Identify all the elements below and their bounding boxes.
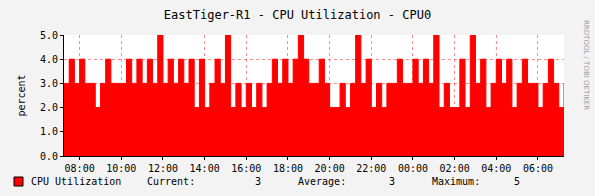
svg-text:Current:: Current: — [147, 176, 195, 187]
svg-text:RRDTOOL / TOBI OETIKER: RRDTOOL / TOBI OETIKER — [582, 20, 590, 110]
svg-text:CPU Utilization: CPU Utilization — [31, 176, 121, 187]
svg-text:04:00: 04:00 — [481, 163, 511, 174]
svg-text:14:00: 14:00 — [190, 163, 220, 174]
svg-text:3.0: 3.0 — [40, 78, 58, 89]
svg-text:12:00: 12:00 — [148, 163, 178, 174]
svg-text:06:00: 06:00 — [523, 163, 553, 174]
svg-text:22:00: 22:00 — [356, 163, 386, 174]
svg-text:EastTiger-R1 - CPU Utilization: EastTiger-R1 - CPU Utilization - CPU0 — [164, 8, 431, 22]
svg-text:00:00: 00:00 — [398, 163, 428, 174]
svg-text:1.0: 1.0 — [40, 126, 58, 137]
svg-text:5.0: 5.0 — [40, 30, 58, 41]
svg-text:02:00: 02:00 — [440, 163, 470, 174]
svg-text:10:00: 10:00 — [106, 163, 136, 174]
svg-text:4.0: 4.0 — [40, 54, 58, 65]
svg-text:percent: percent — [16, 74, 27, 116]
svg-text:18:00: 18:00 — [273, 163, 303, 174]
svg-text:20:00: 20:00 — [315, 163, 345, 174]
svg-text:16:00: 16:00 — [231, 163, 261, 174]
svg-text:0.0: 0.0 — [40, 151, 58, 162]
svg-text:3: 3 — [389, 176, 395, 187]
svg-text:3: 3 — [255, 176, 261, 187]
svg-text:Maximum:: Maximum: — [432, 176, 480, 187]
svg-text:2.0: 2.0 — [40, 102, 58, 113]
svg-text:Average:: Average: — [298, 176, 346, 187]
svg-text:08:00: 08:00 — [65, 163, 95, 174]
svg-text:5: 5 — [514, 176, 520, 187]
